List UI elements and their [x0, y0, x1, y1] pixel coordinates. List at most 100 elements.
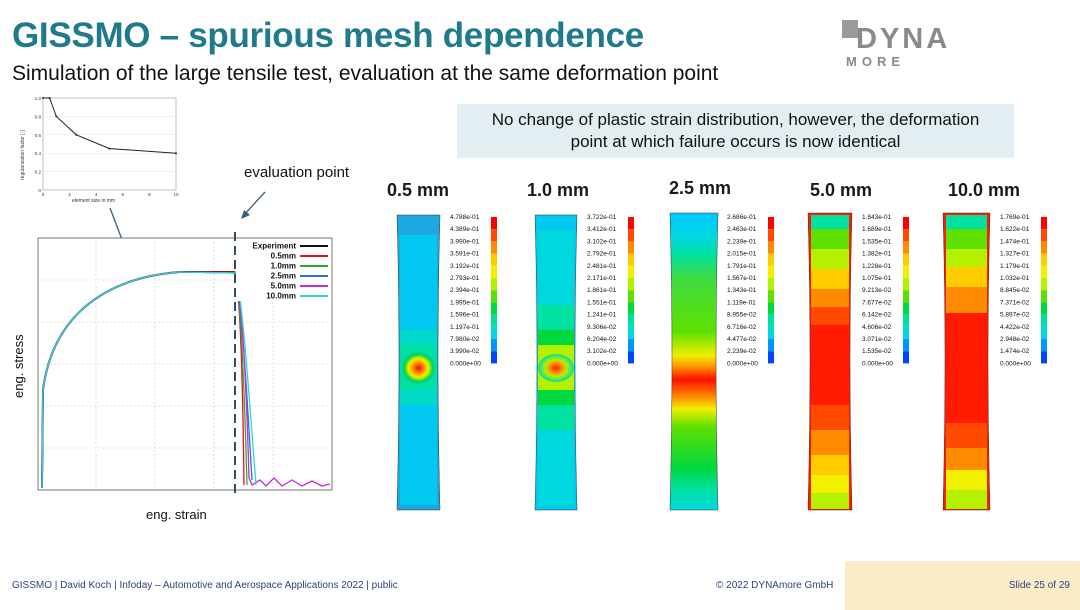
contour-legend-swatch — [628, 241, 634, 254]
contour-legend-value: 9.306e-02 — [587, 324, 617, 331]
contour-legends: 4.788e-01 4.389e-01 3.990e-01 3.591e-01 3.19… — [450, 214, 1047, 367]
contour-legend-value: 0.000e+00 — [587, 360, 618, 367]
inset-x-label: element size in mm — [72, 198, 115, 204]
callout-line-1: No change of plastic strain distribution… — [491, 110, 980, 129]
inset-x-tick-label: 4 — [95, 192, 98, 197]
contour-legend-swatch — [1041, 265, 1047, 278]
contour-legend-swatch — [1041, 290, 1047, 303]
contour-legend-value: 0.000e+00 — [450, 360, 481, 367]
inset-y-tick-label: 1.0 — [35, 96, 42, 101]
contour-legend-swatch — [903, 278, 909, 291]
contour-legend-value: 3.102e-02 — [587, 348, 617, 355]
contour-legend-swatch — [491, 253, 497, 266]
slide-subtitle: Simulation of the large tensile test, ev… — [12, 62, 719, 85]
contour-legend-value: 1.075e-01 — [862, 275, 892, 282]
contour-legend-value: 3.192e-01 — [450, 263, 480, 270]
contour-legend-value: 3.990e-01 — [450, 238, 480, 245]
contour-legend-value: 3.412e-01 — [587, 226, 617, 233]
contour-legend-value: 1.241e-01 — [587, 312, 617, 319]
contour-legend-swatch — [1041, 229, 1047, 242]
legend-label: 2.5mm — [271, 272, 296, 281]
slide-title: GISSMO – spurious mesh dependence — [12, 16, 644, 55]
contour-label-5-0mm: 5.0 mm — [810, 180, 873, 200]
inset-plot-area — [42, 97, 177, 191]
contour-legend-swatch — [628, 278, 634, 291]
contour-legend-swatch — [903, 351, 909, 364]
contour-legend-swatch — [628, 339, 634, 352]
contour-legend-swatch — [628, 265, 634, 278]
inset-chart: 1.0 0.8 0.6 0.4 0.2 0 0 2 4 6 8 10 element size in… — [20, 96, 179, 204]
x-axis-label: eng. strain — [146, 507, 207, 522]
footer-text: GISSMO | David Koch | Infoday – Automoti… — [12, 580, 398, 591]
contour-legend-swatch — [491, 351, 497, 364]
contour-legend-value: 7.371e-02 — [1000, 299, 1030, 306]
contour-legend-swatch — [768, 265, 774, 278]
logo-block — [842, 20, 858, 38]
contour-legend-swatch — [491, 217, 497, 230]
contour-legend-value: 1.327e-01 — [1000, 251, 1030, 258]
contour-legend-value: 1.596e-01 — [450, 312, 480, 319]
contour-legend-swatch — [628, 351, 634, 364]
callout-line-2: point at which failure occurs is now ide… — [570, 132, 901, 151]
contour-legend-value: 7.980e-02 — [450, 336, 480, 343]
contour-legend-swatch — [628, 314, 634, 327]
contour-legend-swatch — [768, 278, 774, 291]
contour-legend-value: 4.606e-02 — [862, 324, 892, 331]
contour-legend-value: 6.716e-02 — [727, 324, 757, 331]
contour-legend-value: 9.213e-02 — [862, 287, 892, 294]
inset-x-ticks: 0 2 4 6 8 10 — [42, 192, 179, 197]
logo-text-bottom: MORE — [846, 54, 905, 69]
contour-legend-value: 1.995e-01 — [450, 299, 480, 306]
contour-legend-swatch — [1041, 326, 1047, 339]
contour-legend-value: 1.179e-01 — [1000, 263, 1030, 270]
contour-legend-value: 1.843e-01 — [862, 214, 892, 221]
contour-legend-swatch — [768, 253, 774, 266]
inset-gridlines — [43, 116, 176, 172]
contour-legend-swatch — [768, 290, 774, 303]
contour-legend-value: 1.119e-01 — [727, 299, 756, 306]
contour-legend-swatch — [628, 290, 634, 303]
inset-x-tick-label: 6 — [122, 192, 125, 197]
contour-legend-swatch — [628, 217, 634, 230]
contour-legend-value: 2.394e-01 — [450, 287, 480, 294]
contour-legend-swatch — [628, 253, 634, 266]
contour-legend-value: 2.481e-01 — [587, 263, 617, 270]
contour-legend-swatch — [491, 302, 497, 315]
evaluation-arrow — [242, 191, 266, 217]
contour-legend-value: 1.382e-01 — [862, 251, 892, 258]
contour-legend-swatch — [1041, 351, 1047, 364]
inset-y-tick-label: 0.6 — [35, 133, 42, 138]
contour-legend-value: 1.567e-01 — [727, 275, 757, 282]
contour-legend-swatch — [903, 265, 909, 278]
contour-legend-swatch — [628, 302, 634, 315]
contour-legend-value: 2.793e-01 — [450, 275, 480, 282]
contour-legend-value: 1.535e-01 — [862, 238, 892, 245]
contour-label-1-0mm: 1.0 mm — [527, 180, 590, 200]
inset-x-tick-label: 2 — [68, 192, 71, 197]
contour-legend-swatch — [491, 314, 497, 327]
legend-label: 0.5mm — [271, 252, 296, 261]
contour-legend-value: 8.955e-02 — [727, 312, 757, 319]
contour-legend-swatch — [1041, 314, 1047, 327]
contour-legend-swatch — [768, 314, 774, 327]
legend-background — [236, 239, 330, 301]
contour-legend-value: 5.897e-02 — [1000, 312, 1030, 319]
contour-label-10-0mm: 10.0 mm — [948, 180, 1021, 200]
inset-y-tick-label: 0 — [38, 188, 41, 193]
evaluation-point-label: evaluation point — [244, 164, 350, 181]
contour-legend-swatch — [903, 314, 909, 327]
contour-legend-value: 4.477e-02 — [727, 336, 757, 343]
evaluation-arrow-head — [241, 210, 250, 219]
specimen-2-5mm — [669, 212, 719, 511]
specimen-10-0mm — [942, 212, 991, 511]
contour-legend-value: 3.990e-02 — [450, 348, 480, 355]
contour-legend-value: 1.343e-01 — [727, 287, 757, 294]
contour-legend-swatch — [768, 326, 774, 339]
contour-legend-value: 1.861e-01 — [587, 287, 617, 294]
contour-legend-swatch — [1041, 241, 1047, 254]
contour-legend-swatch — [491, 229, 497, 242]
inset-y-tick-label: 0.4 — [35, 151, 42, 156]
contour-label-2-5mm: 2.5 mm — [669, 178, 732, 198]
inset-x-tick-label: 8 — [148, 192, 151, 197]
